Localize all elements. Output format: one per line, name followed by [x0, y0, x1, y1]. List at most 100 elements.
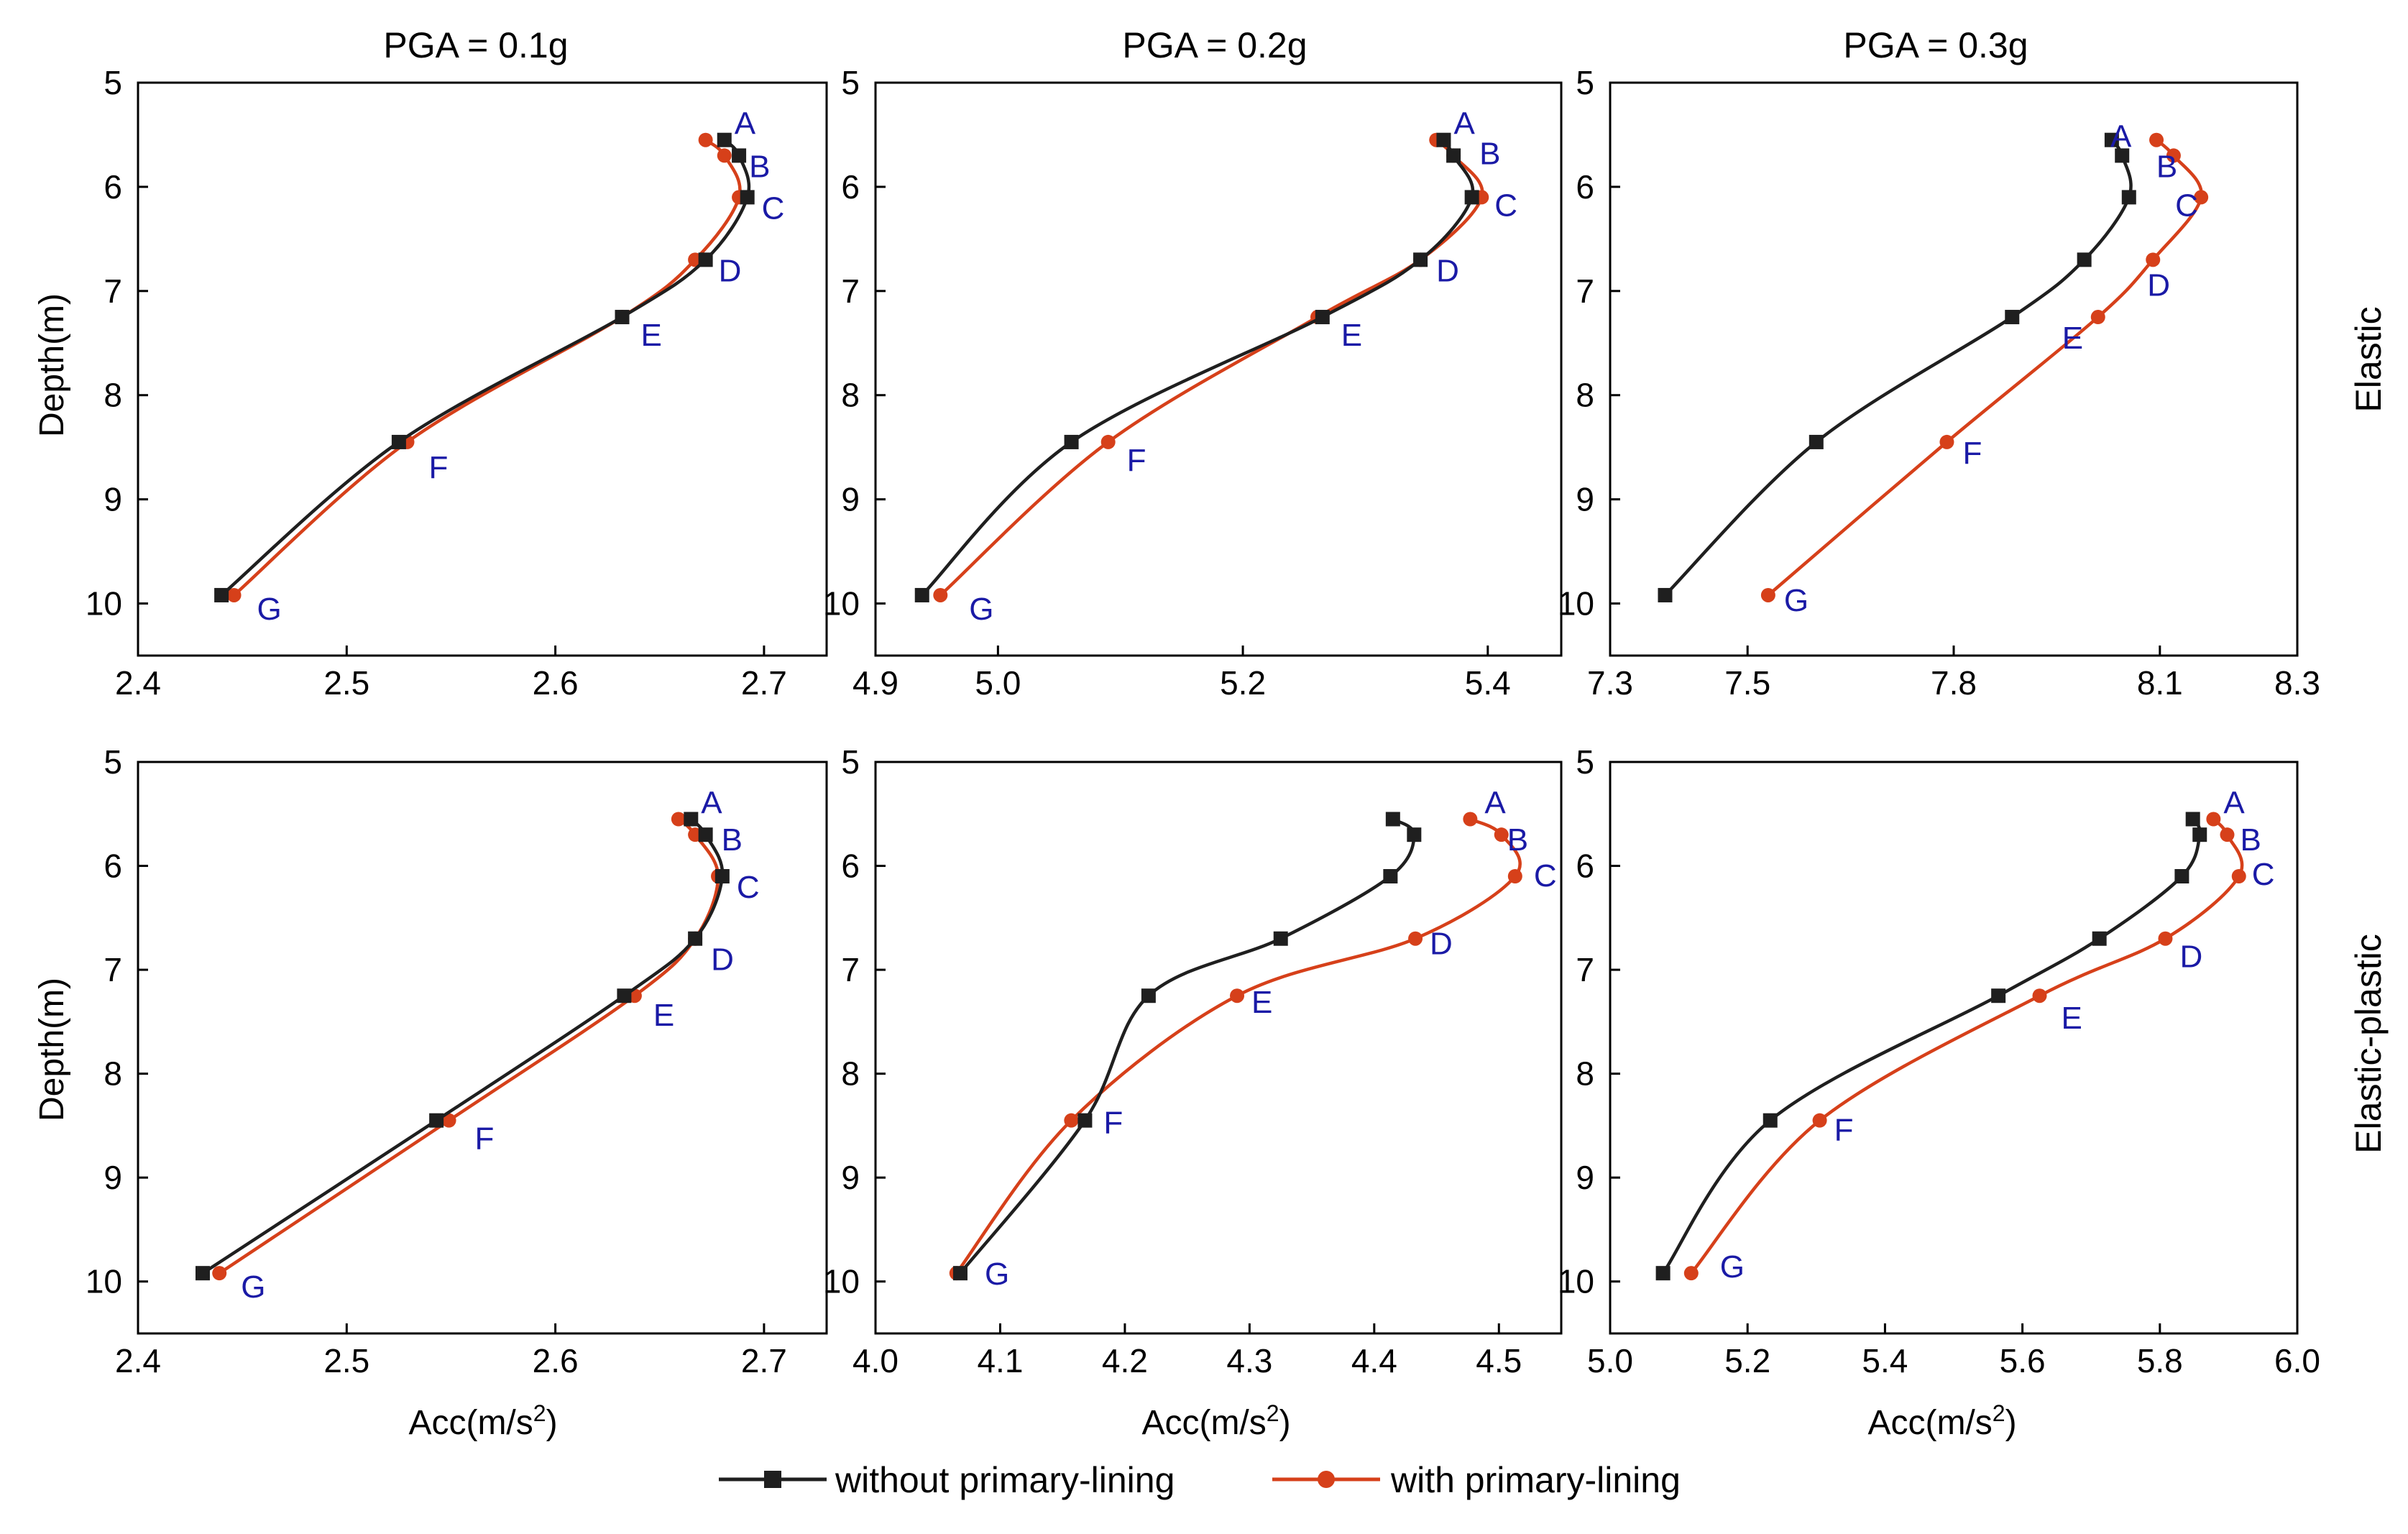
data-point-with-primary-lining: [717, 148, 732, 163]
legend-label-with: with primary-lining: [1390, 1460, 1681, 1500]
point-label-b: B: [1479, 136, 1500, 171]
point-label-a: A: [1484, 786, 1506, 821]
data-point-with-primary-lining: [2090, 310, 2105, 325]
row-title-elastic: Elastic: [2348, 306, 2389, 412]
x-tick-label: 5.8: [2137, 1342, 2183, 1379]
x-tick-label: 5.2: [1220, 664, 1266, 702]
y-tick-label: 10: [1558, 1263, 1594, 1300]
x-tick-label: 6.0: [2274, 1342, 2320, 1379]
data-point-without-primary-lining: [2104, 132, 2119, 147]
y-tick-label: 8: [841, 1055, 860, 1093]
point-label-a: A: [735, 106, 756, 142]
data-point-with-primary-lining: [2231, 869, 2246, 883]
x-tick-label: 2.5: [323, 1342, 369, 1379]
series-line-with-primary-lining: [955, 817, 1522, 1274]
point-label-b: B: [722, 822, 743, 858]
data-point-with-primary-lining: [1494, 827, 1509, 842]
data-point-without-primary-lining: [1655, 1266, 1671, 1281]
data-point-with-primary-lining: [1760, 587, 1775, 602]
x-tick-label: 2.4: [115, 1342, 161, 1379]
data-point-without-primary-lining: [2174, 869, 2189, 883]
panel-3: 7.3 7.5 7.8 8.1 8.3 5 6 7 8 9 10 ABC D E F G: [1558, 64, 2320, 702]
point-label-f: F: [1834, 1113, 1854, 1148]
point-label-d: D: [1430, 927, 1453, 962]
data-point-without-primary-lining: [688, 931, 703, 946]
y-axis-title-top: Depth(m): [33, 293, 71, 437]
series-line-without-primary-lining: [201, 817, 725, 1275]
data-point-without-primary-lining: [2192, 827, 2207, 842]
series-line-with-primary-lining: [1767, 138, 2203, 597]
plot-frame: [874, 81, 1563, 657]
x-tick-label: 2.6: [533, 1342, 579, 1379]
y-tick-label: 5: [104, 743, 122, 781]
data-point-with-primary-lining: [671, 812, 686, 827]
legend-marker-with: [1318, 1471, 1335, 1488]
data-point-with-primary-lining: [1507, 869, 1522, 883]
x-tick-label: 8.1: [2137, 664, 2183, 702]
x-tick-label: 2.6: [533, 664, 579, 702]
data-point-without-primary-lining: [2092, 931, 2107, 946]
point-label-a: A: [2110, 119, 2132, 155]
data-point-without-primary-lining: [914, 587, 929, 602]
point-label-c: C: [2252, 857, 2275, 892]
x-tick-label: 2.5: [323, 664, 369, 702]
x-tick-label: 8.3: [2274, 664, 2320, 702]
panel-4: 2.4 2.5 2.6 2.7 5 6 7 8 9 10 ABC D E F G: [86, 743, 828, 1379]
y-tick-label: 6: [841, 848, 860, 885]
point-label-g: G: [1784, 583, 1809, 618]
plot-frame: [874, 761, 1563, 1335]
point-label-c: C: [762, 190, 785, 226]
x-tick-label: 2.4: [115, 664, 161, 702]
y-tick-label: 6: [1576, 168, 1594, 206]
point-label-g: G: [969, 592, 993, 627]
x-tick-label: 2.7: [741, 1342, 787, 1379]
point-label-e: E: [653, 998, 674, 1033]
y-tick-label: 9: [841, 481, 860, 518]
panel-5: 4.0 4.1 4.2 4.3 4.4 4.5 5 6 7 8 9 10 ABC D E F G: [823, 743, 1563, 1379]
y-tick-label: 10: [823, 585, 860, 623]
series-line-without-primary-lining: [220, 139, 751, 597]
x-tick-label: 7.8: [1931, 664, 1977, 702]
y-tick-label: 7: [841, 272, 860, 310]
x-tick-label: 5.4: [1862, 1342, 1908, 1379]
y-tick-label: 9: [1576, 481, 1594, 518]
point-label-d: D: [2179, 940, 2202, 975]
data-point-without-primary-lining: [732, 148, 747, 163]
data-point-without-primary-lining: [1273, 931, 1288, 946]
data-point-without-primary-lining: [952, 1266, 968, 1281]
plot-frame: [1609, 761, 2299, 1335]
data-point-with-primary-lining: [2220, 827, 2235, 842]
data-point-without-primary-lining: [1413, 252, 1428, 267]
y-tick-label: 10: [823, 1263, 860, 1300]
x-tick-label: 7.5: [1724, 664, 1770, 702]
series-line-without-primary-lining: [921, 139, 1475, 597]
data-point-with-primary-lining: [1100, 434, 1116, 449]
plot-frame: [137, 81, 828, 657]
point-label-b: B: [2240, 822, 2261, 858]
data-point-without-primary-lining: [1077, 1113, 1093, 1128]
data-point-with-primary-lining: [1463, 812, 1478, 827]
data-point-without-primary-lining: [1991, 988, 2006, 1003]
data-point-without-primary-lining: [1763, 1113, 1778, 1128]
x-tick-label: 4.5: [1476, 1342, 1522, 1379]
x-tick-label: 5.2: [1724, 1342, 1770, 1379]
data-point-without-primary-lining: [698, 827, 713, 842]
point-label-g: G: [985, 1257, 1009, 1292]
point-label-c: C: [2175, 188, 2198, 223]
data-point-without-primary-lining: [1064, 434, 1079, 449]
y-tick-label: 7: [1576, 951, 1594, 988]
data-point-without-primary-lining: [391, 434, 406, 449]
y-tick-label: 7: [104, 951, 122, 988]
legend: without primary-lining with primary-lini…: [719, 1460, 1681, 1500]
data-point-without-primary-lining: [1809, 434, 1824, 449]
data-point-with-primary-lining: [1230, 988, 1245, 1003]
series-line-with-primary-lining: [1690, 817, 2244, 1274]
y-tick-label: 8: [841, 377, 860, 414]
x-tick-label: 4.2: [1102, 1342, 1148, 1379]
y-tick-label: 8: [1576, 377, 1594, 414]
y-tick-label: 6: [104, 848, 122, 885]
point-label-d: D: [2147, 267, 2170, 303]
